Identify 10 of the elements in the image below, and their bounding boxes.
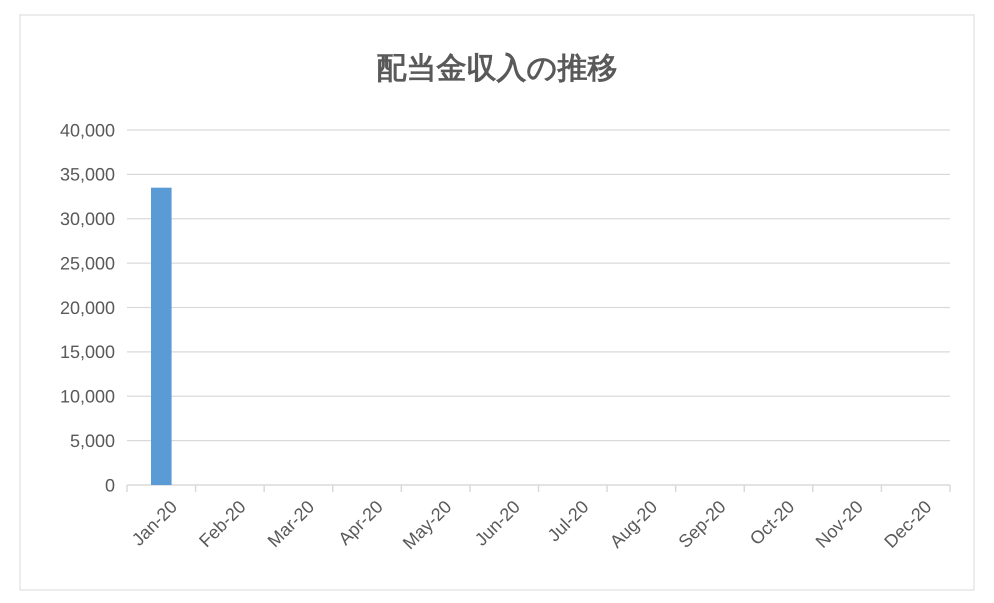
y-tick-label: 40,000 [60, 120, 115, 140]
y-tick-label: 0 [104, 475, 115, 496]
chart-title: 配当金収入の推移 [376, 52, 618, 85]
y-tick-label: 25,000 [60, 253, 115, 274]
y-tick-label: 10,000 [60, 386, 115, 407]
y-tick-label: 15,000 [60, 342, 115, 362]
y-tick-label: 30,000 [60, 209, 115, 230]
y-tick-label: 5,000 [70, 430, 115, 451]
y-tick-label: 35,000 [60, 164, 115, 185]
y-tick-label: 20,000 [60, 298, 115, 318]
